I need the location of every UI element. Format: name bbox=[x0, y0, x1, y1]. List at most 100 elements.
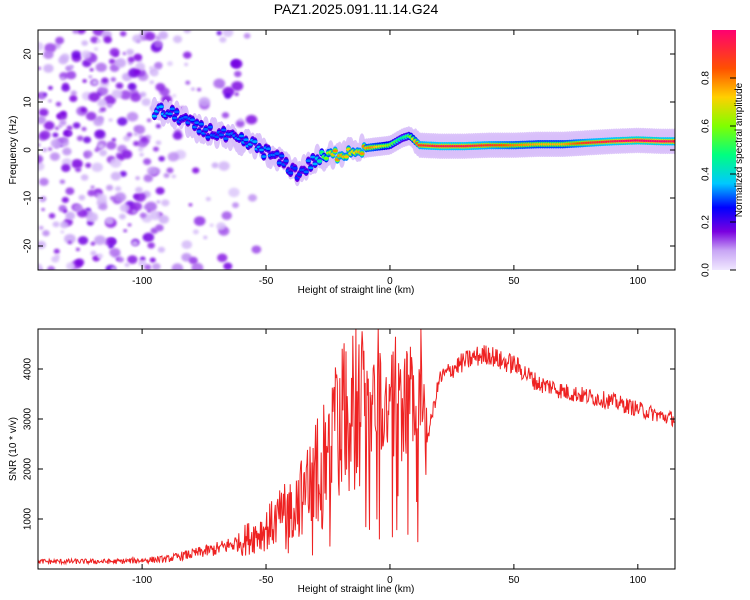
snr-axes: -100 -50 0 50 100 1000 2000 3000 4000 bbox=[23, 329, 675, 586]
spectrogram-ridge-cell bbox=[671, 140, 675, 143]
spectrogram-noise-cell bbox=[117, 256, 124, 263]
spectrogram-noise-cell bbox=[167, 152, 179, 162]
spectrogram-noise-cell bbox=[99, 106, 107, 113]
spectrogram-noise-cell bbox=[135, 62, 146, 71]
spectrogram-noise-cell bbox=[74, 258, 85, 267]
spectrogram-noise-cell bbox=[119, 90, 132, 100]
spectrogram-noise-cell bbox=[217, 253, 228, 263]
spectrogram-noise-cell bbox=[119, 170, 127, 177]
spectrogram-noise-cell bbox=[153, 40, 163, 48]
colorbar-tick-label: 0.6 bbox=[701, 119, 712, 133]
spectrogram-ridge-cell bbox=[323, 156, 329, 160]
snr-frame bbox=[37, 328, 676, 570]
spectrogram-ridge-cell bbox=[312, 162, 318, 166]
spectrogram-ridge-cell bbox=[274, 152, 280, 155]
spectrogram-ridge-cell bbox=[283, 159, 289, 163]
spectrogram-noise-cell bbox=[78, 194, 86, 201]
spectrogram-noise-cell bbox=[134, 192, 146, 202]
spectrogram-noise-cell bbox=[52, 221, 60, 228]
spectrogram-y-label: Frequency (Hz) bbox=[8, 116, 19, 185]
spectrogram-ridge-cell bbox=[261, 155, 267, 158]
spectrogram-y-tick-label: -20 bbox=[23, 238, 34, 253]
spectrogram-noise-cell bbox=[198, 97, 211, 107]
spectrogram-noise-cell bbox=[97, 143, 105, 150]
spectrogram-noise-cell bbox=[157, 246, 166, 253]
spectrogram-noise-cell bbox=[49, 152, 60, 161]
spectrogram-noise-cell bbox=[192, 167, 200, 174]
spectrogram-noise-cell bbox=[172, 94, 177, 98]
snr-x-tick-label: -100 bbox=[132, 575, 152, 586]
spectrogram-noise-cell bbox=[127, 82, 137, 91]
spectrogram-noise-cell bbox=[137, 147, 144, 152]
spectrogram-noise-cell bbox=[119, 203, 130, 213]
spectrogram-noise-cell bbox=[50, 138, 62, 149]
spectrogram-noise-cell bbox=[76, 30, 86, 35]
spectrogram-noise-cell bbox=[183, 30, 191, 34]
spectrogram-noise-cell bbox=[184, 62, 189, 67]
spectrogram-ridge-cell bbox=[205, 135, 211, 139]
spectrogram-noise-cell bbox=[59, 119, 67, 126]
spectrogram-noise-cell bbox=[109, 247, 121, 258]
spectrogram-noise-cell bbox=[60, 230, 65, 234]
spectrogram-noise-cell bbox=[119, 30, 127, 37]
spectrogram-noise-cell bbox=[216, 30, 222, 36]
spectrogram-noise-cell bbox=[190, 87, 195, 91]
spectrogram-noise-cell bbox=[97, 86, 109, 96]
spectrogram-noise-cell bbox=[141, 98, 151, 107]
spectrogram-noise-cell bbox=[218, 161, 230, 171]
spectrogram-ridge-cell bbox=[238, 134, 245, 138]
spectrogram-noise-cell bbox=[150, 69, 159, 77]
spectrogram-noise-cell bbox=[231, 59, 243, 69]
spectrogram-ridge-cell bbox=[265, 147, 271, 151]
spectrogram-noise-cell bbox=[147, 209, 152, 213]
spectrogram-ridge-cell bbox=[332, 149, 338, 153]
spectrogram-ridge-cell bbox=[243, 138, 249, 141]
spectrogram-noise-cell bbox=[109, 195, 115, 201]
spectrogram-noise-cell bbox=[219, 36, 227, 43]
spectrogram-noise-cell bbox=[106, 141, 117, 150]
spectrogram-noise-cell bbox=[163, 172, 170, 178]
spectrogram-noise-cell bbox=[53, 248, 60, 254]
spectrogram-noise-cell bbox=[67, 240, 72, 245]
spectrogram-y-tick-label: -10 bbox=[23, 190, 34, 205]
spectrogram-noise-cell bbox=[166, 167, 174, 174]
snr-y-label: SNR (10 * v/v) bbox=[8, 417, 19, 481]
snr-line bbox=[38, 329, 675, 566]
spectrogram-noise-cell bbox=[65, 70, 77, 80]
spectrogram-noise-cell bbox=[101, 77, 109, 84]
colorbar-label: Normalized spectral amplitude bbox=[734, 82, 745, 217]
spectrogram-noise-cell bbox=[108, 118, 113, 122]
spectrogram-noise-cell bbox=[139, 91, 147, 98]
spectrogram-noise-cell bbox=[158, 214, 170, 224]
spectrogram-noise-cell bbox=[109, 158, 122, 168]
spectrogram-noise-cell bbox=[38, 263, 43, 270]
spectrogram-noise-cell bbox=[43, 63, 54, 73]
spectrogram-noise-cell bbox=[223, 262, 233, 270]
spectrogram-noise-cell bbox=[161, 199, 170, 207]
spectrogram-ridge-cell bbox=[198, 122, 204, 126]
spectrogram-noise-cell bbox=[56, 114, 62, 119]
spectrogram-noise-cell bbox=[114, 186, 122, 192]
spectrogram-noise-cell bbox=[63, 129, 73, 137]
colorbar-tick-label: 0.0 bbox=[701, 263, 712, 277]
spectrogram-noise-cell bbox=[89, 68, 94, 72]
spectrogram-noise-cell bbox=[124, 262, 130, 267]
spectrogram-noise-cell bbox=[39, 130, 51, 140]
spectrogram-noise-cell bbox=[146, 118, 152, 123]
spectrogram-noise-cell bbox=[126, 111, 139, 122]
spectrogram-noise-cell bbox=[91, 162, 103, 172]
spectrogram-ridge-cell bbox=[203, 128, 209, 131]
spectrogram-noise-cell bbox=[188, 203, 193, 207]
spectrogram-noise-cell bbox=[71, 158, 83, 169]
spectrogram-noise-cell bbox=[75, 247, 80, 252]
spectrogram-noise-cell bbox=[66, 262, 76, 270]
spectrogram-noise-cell bbox=[131, 240, 139, 247]
spectrogram-x-tick-label: 100 bbox=[629, 276, 646, 287]
spectrogram-noise-cell bbox=[134, 124, 146, 135]
spectrogram-noise-cell bbox=[133, 140, 140, 147]
spectrogram-ridge-cell bbox=[308, 166, 314, 170]
spectrogram-noise-cell bbox=[70, 90, 77, 96]
spectrogram-noise-cell bbox=[38, 143, 41, 147]
spectrogram-noise-cell bbox=[71, 50, 82, 59]
